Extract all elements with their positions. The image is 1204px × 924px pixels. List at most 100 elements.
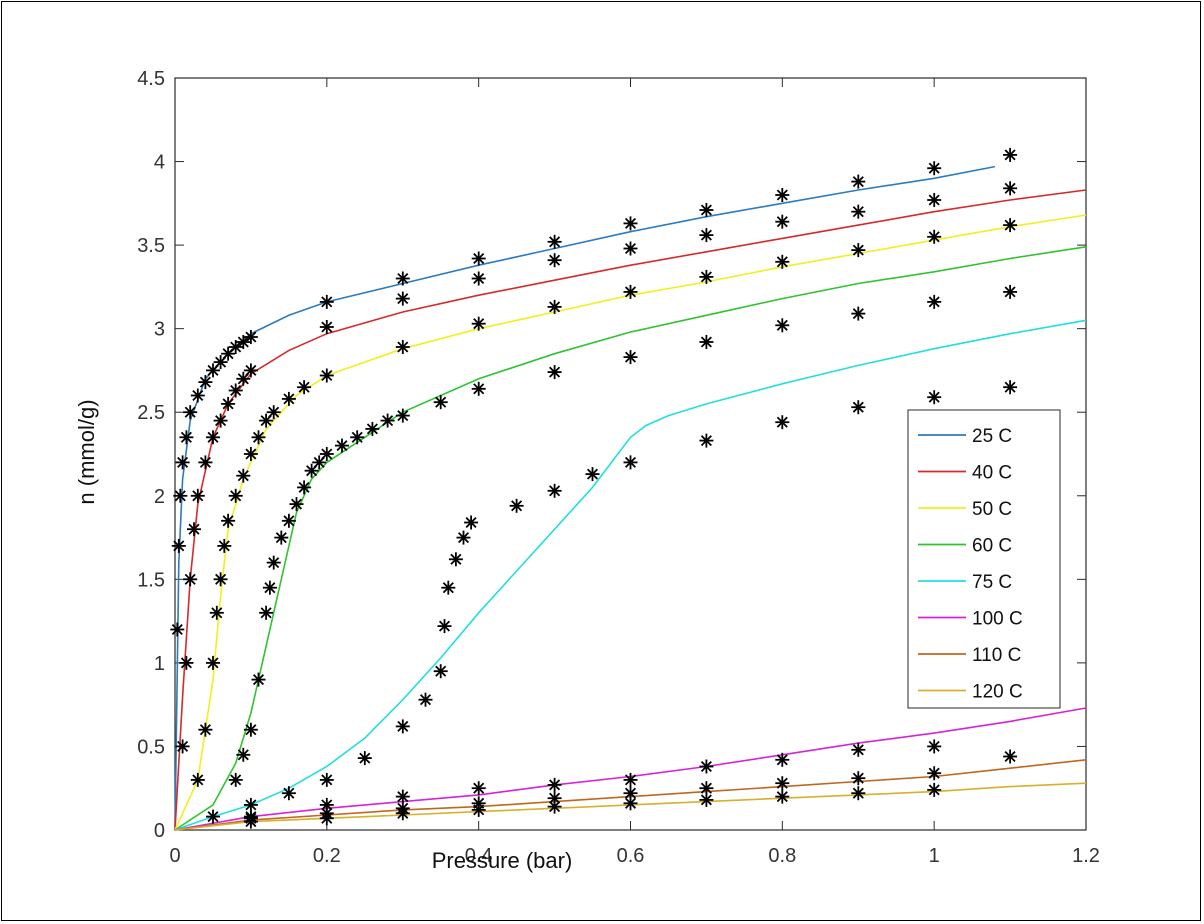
data-point-marker (547, 791, 562, 806)
data-point-marker (198, 375, 213, 390)
data-point-marker (179, 655, 194, 670)
data-point-marker (471, 271, 486, 286)
data-point-marker (395, 271, 410, 286)
data-point-marker (851, 400, 866, 415)
data-point-marker (319, 368, 334, 383)
data-point-marker (699, 335, 714, 349)
data-point-marker (319, 447, 334, 461)
data-point-marker (217, 538, 232, 553)
data-point-marker (623, 284, 638, 299)
data-point-marker (365, 421, 380, 436)
data-point-marker (350, 430, 365, 445)
data-point-marker (281, 391, 296, 406)
y-tick-label: 2.5 (137, 402, 165, 424)
y-axis-title: n (mmol/g) (74, 399, 99, 504)
data-point-marker (395, 789, 410, 804)
data-point-marker (437, 619, 452, 634)
data-point-marker (395, 291, 410, 306)
data-point-marker (775, 776, 790, 791)
x-axis-title: Pressure (bar) (432, 848, 573, 873)
data-point-marker (395, 408, 410, 423)
data-point-marker (623, 455, 638, 470)
data-point-marker (775, 789, 790, 804)
data-point-marker (1003, 147, 1018, 162)
y-tick-label: 1.5 (137, 569, 165, 591)
y-tick-label: 3 (154, 319, 165, 341)
data-point-marker (221, 396, 236, 411)
data-point-marker (471, 781, 486, 796)
data-point-marker (236, 335, 251, 349)
y-tick-label: 0.5 (137, 736, 165, 758)
data-point-marker (173, 488, 188, 503)
data-point-marker (243, 797, 258, 812)
data-point-marker (851, 204, 866, 219)
data-point-marker (190, 388, 205, 403)
y-tick-label: 3.5 (137, 235, 165, 257)
x-tick-label: 1.2 (1072, 845, 1100, 867)
legend: 25 C 40 C 50 C 60 C 75 C 100 C 110 C 120 C (907, 409, 1061, 709)
y-tick-label: 2 (154, 486, 165, 508)
data-point-marker (206, 809, 220, 824)
data-point-marker (775, 188, 790, 202)
data-point-marker (243, 814, 258, 829)
data-point-marker (1003, 749, 1018, 764)
data-point-marker (623, 241, 638, 256)
data-point-marker (418, 692, 433, 707)
data-point-marker (775, 214, 790, 229)
data-point-marker (851, 243, 866, 258)
data-point-marker (775, 254, 790, 269)
data-point-marker (623, 350, 638, 365)
data-point-marker (547, 299, 562, 314)
y-tick-label: 4 (154, 152, 165, 174)
legend-box (907, 409, 1061, 709)
data-point-marker (547, 365, 562, 380)
x-tick-label: 0 (169, 845, 180, 867)
fit-line (174, 189, 1087, 831)
data-point-marker (187, 522, 201, 537)
data-point-marker (927, 229, 942, 244)
data-point-marker (509, 498, 524, 513)
data-point-marker (927, 193, 942, 207)
data-point-marker (206, 655, 220, 670)
data-point-marker (190, 488, 205, 503)
data-point-marker (297, 380, 312, 395)
data-point-marker (699, 792, 714, 807)
data-points (170, 147, 1018, 829)
data-point-marker (927, 294, 942, 309)
data-point-marker (213, 572, 228, 587)
y-tick-label: 4.5 (137, 68, 165, 90)
data-point-marker (319, 811, 334, 826)
data-point-marker (319, 772, 334, 787)
data-point-marker (243, 330, 258, 344)
data-point-marker (1003, 181, 1018, 196)
data-point-marker (699, 228, 714, 243)
data-point-marker (927, 739, 942, 754)
data-point-marker (441, 580, 456, 595)
data-point-marker (357, 751, 372, 766)
data-point-marker (851, 174, 866, 189)
data-point-marker (251, 672, 266, 687)
data-point-marker (262, 580, 277, 595)
legend-label: 110 C (972, 645, 1021, 666)
data-point-marker (395, 719, 410, 734)
data-point-marker (699, 269, 714, 284)
data-point-marker (547, 777, 562, 792)
data-point-marker (927, 390, 942, 405)
data-point-marker (228, 340, 243, 354)
data-point-marker (433, 664, 448, 679)
data-point-marker (433, 395, 448, 410)
data-point-marker (236, 468, 251, 483)
data-point-marker (221, 513, 236, 528)
data-point-marker (206, 430, 220, 445)
data-point-marker (547, 234, 562, 249)
data-point-marker (851, 771, 866, 786)
data-point-marker (395, 340, 410, 354)
data-point-marker (775, 415, 790, 430)
data-point-marker (1003, 218, 1018, 233)
data-point-marker (623, 796, 638, 811)
data-point-marker (266, 405, 281, 420)
legend-label: 40 C (972, 463, 1012, 484)
data-point-marker (623, 216, 638, 231)
data-point-marker (471, 316, 486, 331)
data-point-marker (927, 161, 942, 176)
